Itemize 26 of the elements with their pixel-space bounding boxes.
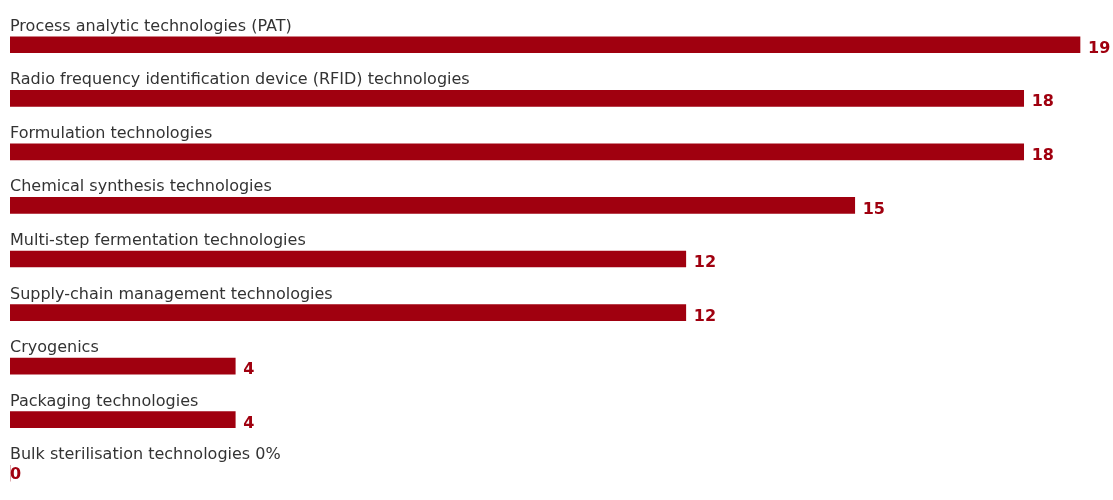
y-tick-label: Packaging technologies xyxy=(10,390,199,410)
data-label: 12 xyxy=(693,305,717,325)
data-label: 12 xyxy=(693,252,717,272)
bar xyxy=(10,36,1081,54)
y-tick-label: Formulation technologies xyxy=(10,122,213,142)
y-tick-label: Radio frequency identification device (RFID) technologies xyxy=(10,69,470,89)
data-label: 18 xyxy=(1031,91,1054,111)
y-tick-label: Process analytic technologies (PAT) xyxy=(10,15,292,35)
data-label: 15 xyxy=(862,198,885,218)
bar xyxy=(10,304,687,321)
data-label: 19 xyxy=(1088,37,1111,57)
data-label: 18 xyxy=(1031,145,1054,165)
y-tick-label: Cryogenics xyxy=(10,337,99,357)
data-label: 4 xyxy=(243,359,255,379)
bar xyxy=(10,357,236,375)
bar xyxy=(10,197,856,214)
y-tick-label: Chemical synthesis technologies xyxy=(10,176,272,196)
y-tick-label: Supply-chain management technologies xyxy=(10,283,333,303)
data-label: 4 xyxy=(243,412,255,432)
bar xyxy=(10,411,236,428)
data-label: 0 xyxy=(10,464,22,484)
bar xyxy=(10,143,1025,161)
bar xyxy=(10,250,687,268)
bar xyxy=(10,90,1025,107)
y-tick-label: Multi-step fermentation technologies xyxy=(10,230,306,249)
y-tick-label: Bulk sterilisation technologies 0% xyxy=(10,444,281,464)
